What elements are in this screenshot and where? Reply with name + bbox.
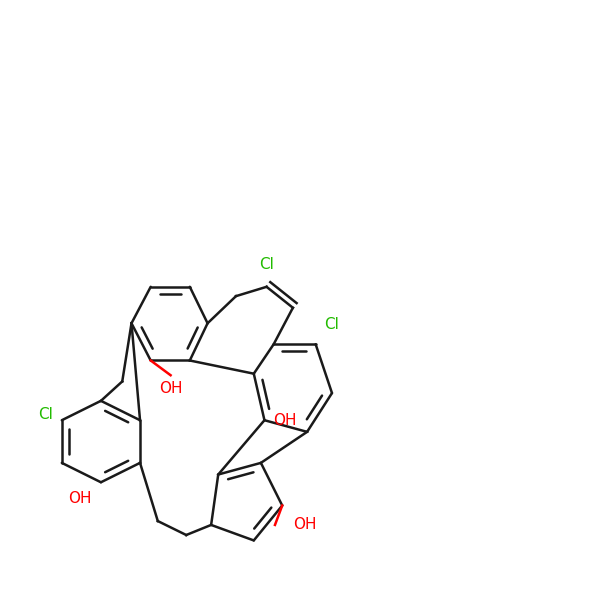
Text: OH: OH xyxy=(293,517,316,532)
Text: Cl: Cl xyxy=(38,407,53,422)
Text: OH: OH xyxy=(274,413,297,428)
Text: Cl: Cl xyxy=(259,257,274,272)
Text: OH: OH xyxy=(159,381,182,396)
Text: OH: OH xyxy=(68,491,92,506)
Text: Cl: Cl xyxy=(325,317,340,332)
